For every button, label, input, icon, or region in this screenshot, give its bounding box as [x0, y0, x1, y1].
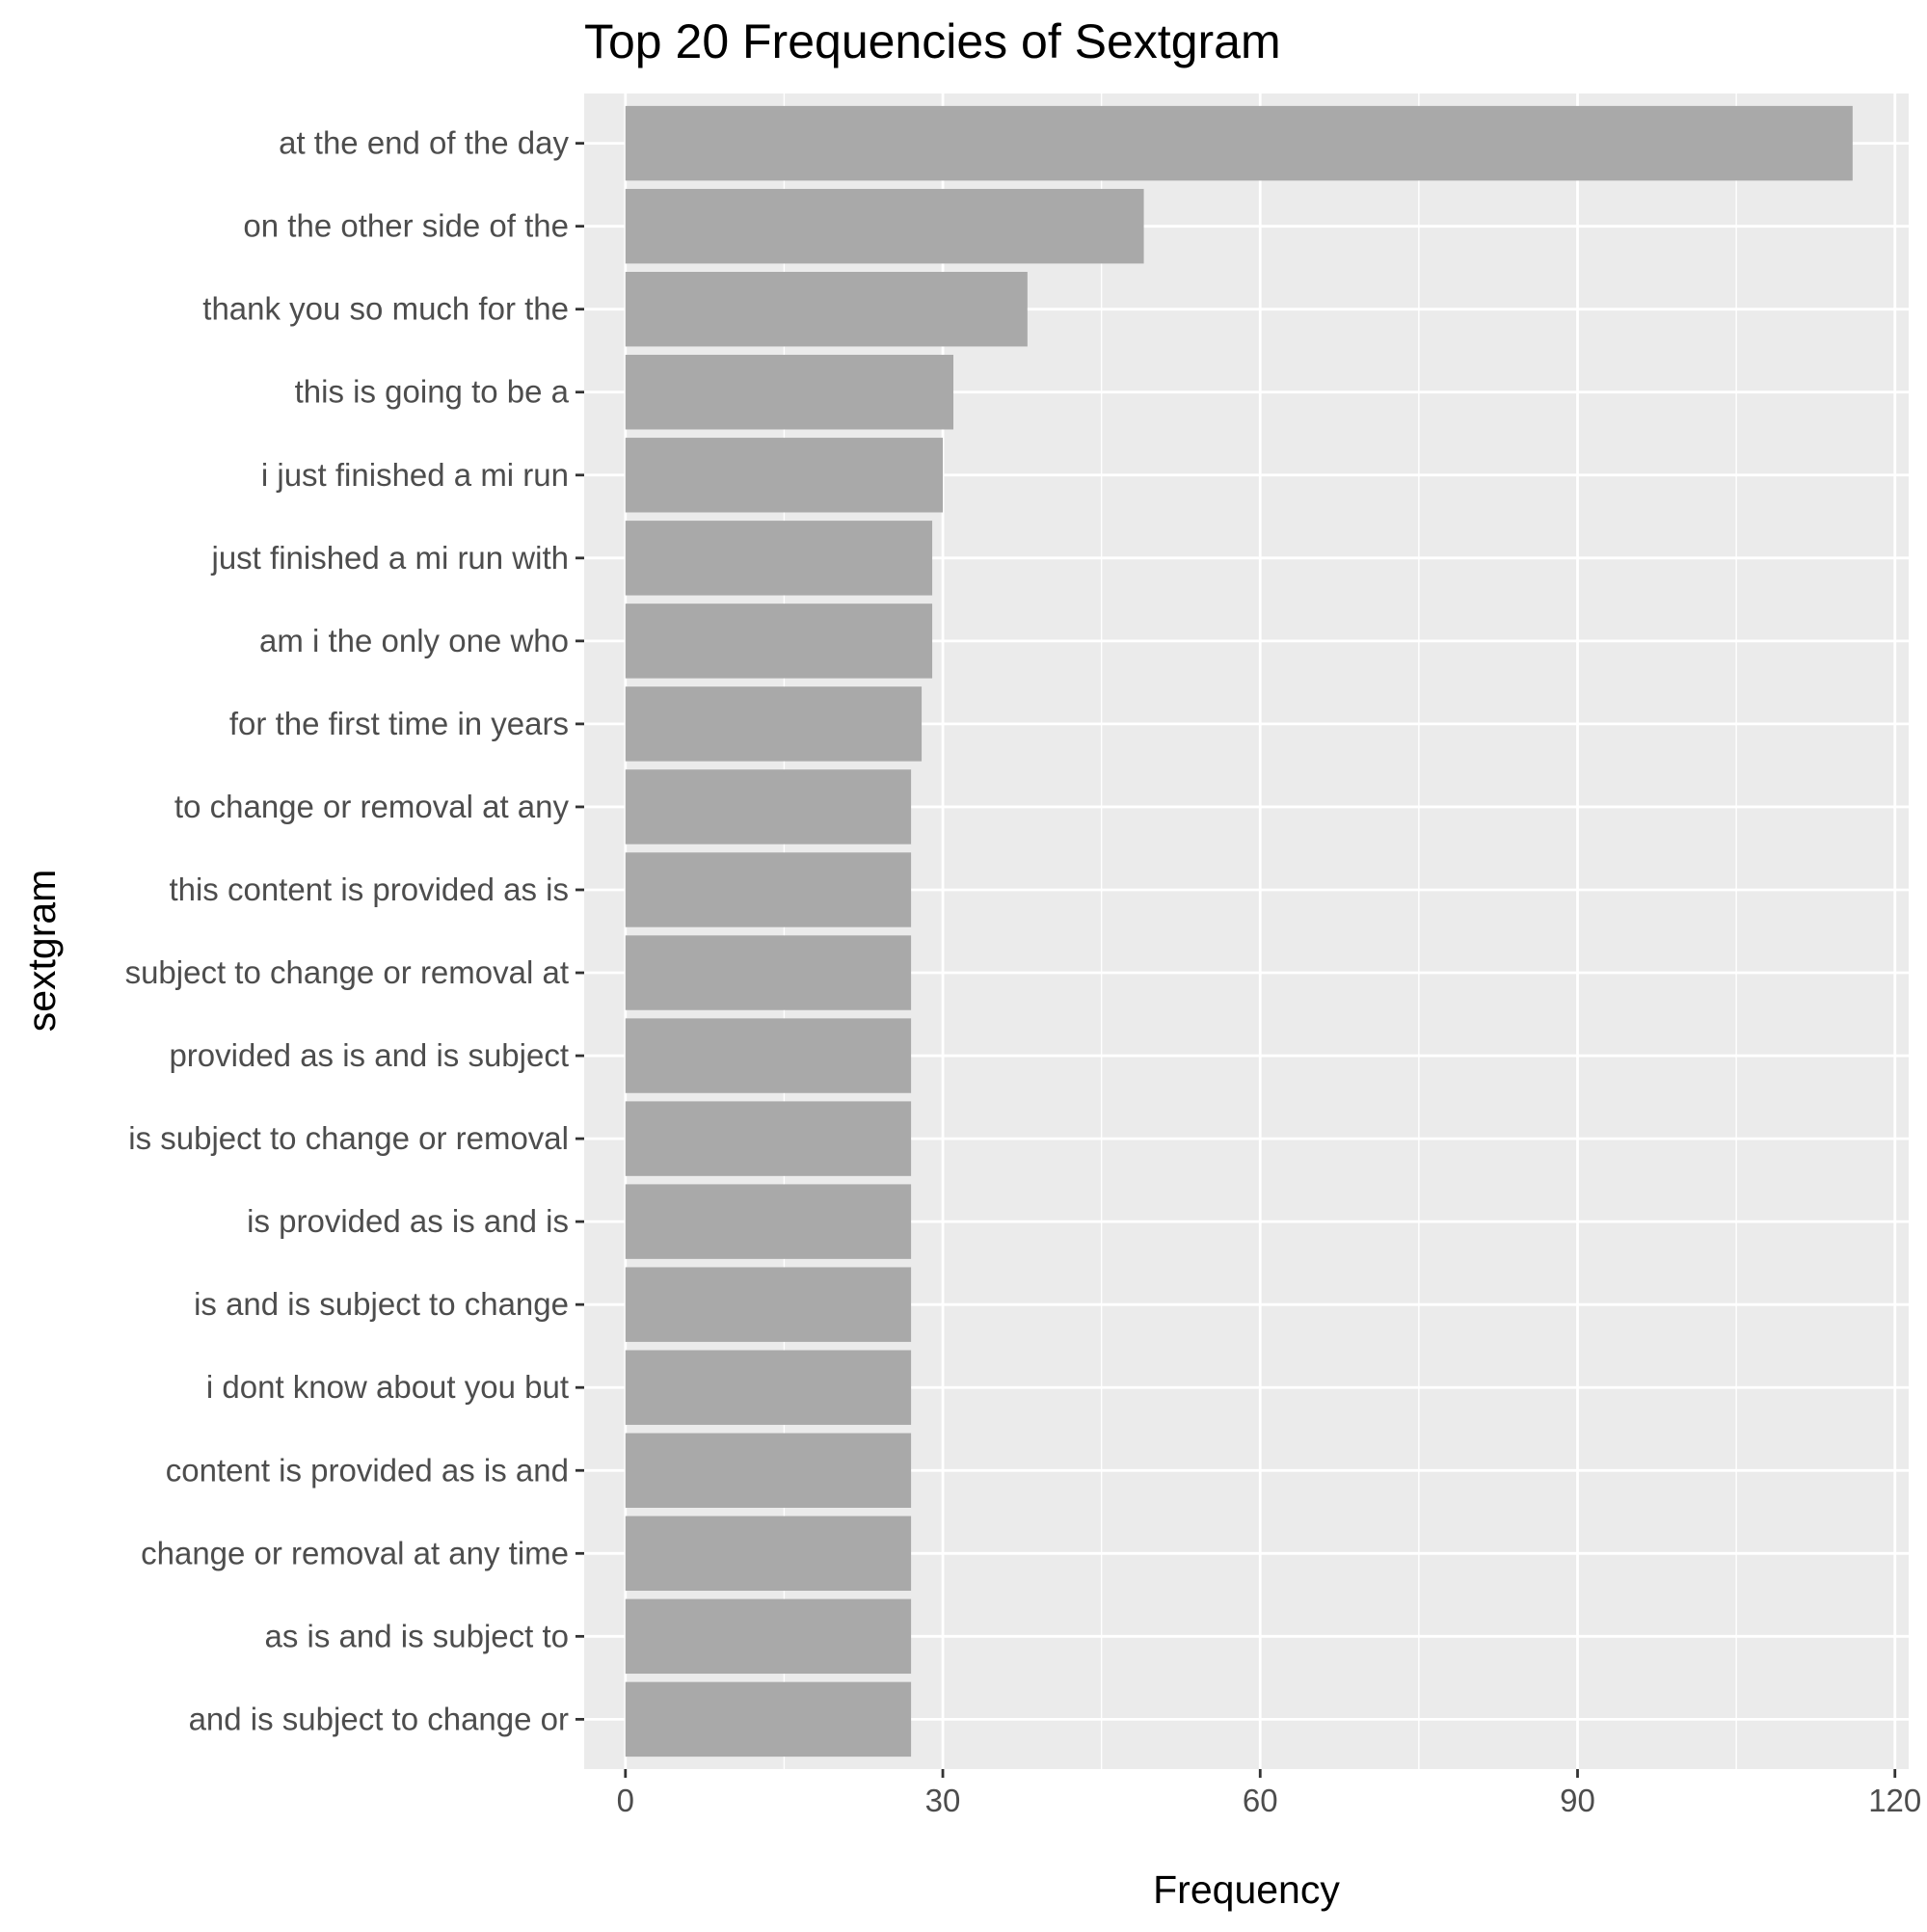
x-tick-label: 0	[617, 1783, 634, 1818]
y-tick-label: thank you so much for the	[202, 291, 569, 327]
y-tick-label: am i the only one who	[259, 623, 569, 658]
bar	[625, 769, 912, 845]
bar	[625, 188, 1144, 264]
bar	[625, 1184, 912, 1259]
bar	[625, 686, 923, 762]
bar	[625, 521, 933, 596]
x-tick-label: 30	[925, 1783, 961, 1818]
y-tick-label: on the other side of the	[243, 208, 569, 244]
y-tick-label: is subject to change or removal	[128, 1120, 569, 1156]
bar	[625, 1350, 912, 1425]
y-tick-label: subject to change or removal at	[125, 954, 569, 990]
chart-title: Top 20 Frequencies of Sextgram	[584, 14, 1281, 68]
y-tick-label: i just finished a mi run	[261, 457, 569, 493]
y-tick-label: is provided as is and is	[247, 1203, 569, 1239]
y-tick-label: change or removal at any time	[141, 1535, 569, 1570]
bar	[625, 1516, 912, 1592]
y-tick-label: just finished a mi run with	[211, 540, 570, 576]
bar	[625, 1598, 912, 1675]
bar	[625, 271, 1028, 347]
y-tick-label: for the first time in years	[229, 706, 569, 741]
bar	[625, 355, 954, 430]
y-tick-label: this is going to be a	[295, 374, 570, 410]
x-tick-label: 60	[1243, 1783, 1278, 1818]
bar	[625, 1018, 912, 1093]
bar	[625, 935, 912, 1010]
y-tick-label: provided as is and is subject	[169, 1037, 569, 1073]
bar	[625, 1267, 912, 1342]
bar	[625, 604, 933, 679]
y-tick-label: to change or removal at any	[174, 789, 570, 824]
bar	[625, 852, 912, 927]
y-tick-label: as is and is subject to	[265, 1618, 570, 1653]
bar	[625, 438, 944, 513]
x-axis: 0 30 60 90 120	[617, 1769, 1921, 1818]
bar	[625, 105, 1853, 181]
x-tick-label: 90	[1560, 1783, 1595, 1818]
y-axis-title: sextgram	[19, 870, 64, 1033]
y-tick-label: is and is subject to change	[194, 1286, 569, 1322]
bar	[625, 1101, 912, 1176]
y-tick-label: i dont know about you but	[206, 1369, 569, 1405]
bar	[625, 1433, 912, 1508]
y-tick-label: content is provided as is and	[166, 1452, 569, 1488]
bar	[625, 1681, 912, 1758]
y-axis: at the end of the day on the other side o…	[125, 125, 584, 1736]
y-tick-label: this content is provided as is	[169, 872, 569, 907]
x-axis-title: Frequency	[1153, 1867, 1340, 1912]
y-tick-label: at the end of the day	[279, 125, 569, 161]
bars	[625, 105, 1853, 1758]
y-tick-label: and is subject to change or	[189, 1701, 569, 1736]
x-tick-label: 120	[1868, 1783, 1921, 1818]
